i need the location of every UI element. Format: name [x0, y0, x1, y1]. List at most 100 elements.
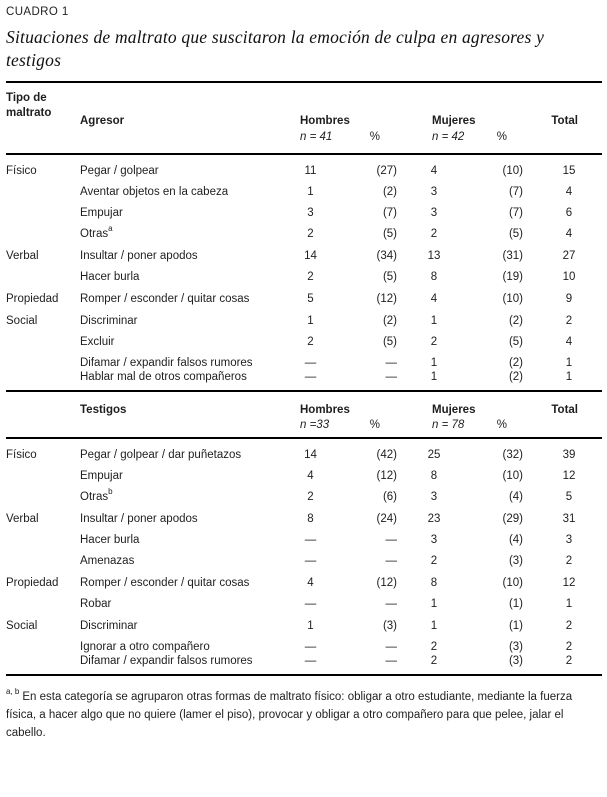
- table-row: Verbal Insultar / poner apodos 14 (34) 13 (31…: [6, 241, 602, 263]
- cell-mujeres-pct: (2): [508, 315, 523, 327]
- table-row: Hacer burla 2 (5) 8 (19) 10: [6, 263, 602, 284]
- cell-hombres-n: —: [304, 598, 317, 610]
- cell-mujeres-pct: (10): [502, 165, 523, 177]
- table-row: Ignorar a otro compañero — — 2 (3) 2: [6, 633, 602, 654]
- table-row: Otrasa 2 (5) 2 (5) 4: [6, 220, 602, 241]
- cell-mujeres-pct: (2): [508, 371, 523, 383]
- col-header-hombres: Hombres: [300, 115, 350, 127]
- table-row: Físico Pegar / golpear / dar puñetazos 14 (…: [6, 438, 602, 462]
- cell-hombres-pct: (7): [382, 207, 397, 219]
- agresor-body: Físico Pegar / golpear 11 (27) 4 (10) 15 Aventa…: [6, 154, 602, 391]
- cell-hombres-pct: —: [385, 534, 398, 546]
- cell-hombres-n: —: [304, 371, 317, 383]
- row-category-label: [6, 349, 80, 370]
- col-header-agresor: Agresor: [80, 115, 125, 127]
- cell-total: 2: [565, 555, 573, 567]
- cell-mujeres-pct: (10): [502, 470, 523, 482]
- cell-total: 1: [565, 357, 573, 369]
- row-item-label: Pegar / golpear / dar puñetazos: [80, 449, 242, 461]
- cell-mujeres-n: 25: [427, 449, 441, 461]
- cell-mujeres-n: 8: [430, 470, 438, 482]
- spacer-cell: [80, 416, 294, 438]
- table-row: Propiedad Romper / esconder / quitar cosa…: [6, 284, 602, 306]
- col-header-mujeres: Mujeres: [432, 404, 476, 416]
- row-item-label: Otrasa: [80, 224, 113, 240]
- table-row: Empujar 3 (7) 3 (7) 6: [6, 199, 602, 220]
- row-category-label: [6, 590, 80, 611]
- table-row: Verbal Insultar / poner apodos 8 (24) 23 (29)…: [6, 504, 602, 526]
- cell-hombres-pct: (34): [376, 250, 397, 262]
- col-header-n-hombres: n =33: [300, 419, 330, 431]
- cell-mujeres-pct: (4): [508, 491, 523, 503]
- row-item-label: Hacer burla: [80, 534, 140, 546]
- cell-total: 6: [565, 207, 573, 219]
- table-row: Hablar mal de otros compañeros — — 1 (2) 1: [6, 370, 602, 391]
- cell-hombres-pct: —: [385, 555, 398, 567]
- cell-mujeres-n: 8: [430, 577, 438, 589]
- cell-hombres-n: 2: [307, 271, 314, 283]
- cell-hombres-pct: —: [385, 357, 398, 369]
- spacer-cell: [536, 127, 602, 154]
- cell-mujeres-pct: (32): [502, 449, 523, 461]
- table-title: Situaciones de maltrato que suscitaron l…: [6, 27, 545, 70]
- cell-mujeres-pct: (4): [508, 534, 523, 546]
- cell-hombres-pct: —: [385, 598, 398, 610]
- cell-mujeres-pct: (7): [508, 207, 523, 219]
- col-header-hombres: Hombres: [300, 404, 350, 416]
- table-row: Empujar 4 (12) 8 (10) 12: [6, 462, 602, 483]
- row-category-label: Físico: [6, 165, 37, 177]
- row-category-label: Verbal: [6, 250, 39, 262]
- cell-mujeres-n: 1: [430, 620, 438, 632]
- cell-total: 4: [565, 186, 573, 198]
- cell-mujeres-n: 2: [430, 655, 438, 667]
- cell-hombres-n: 2: [307, 336, 314, 348]
- agresor-header: Tipo de maltrato Agresor Hombres Mujeres…: [6, 82, 602, 154]
- row-item-label: Empujar: [80, 470, 123, 482]
- row-category-label: [6, 328, 80, 349]
- testigos-header: Testigos Hombres Mujeres Total n =33 % n…: [6, 391, 602, 438]
- agresor-header-row-2: n = 41 % n = 42 %: [6, 127, 602, 154]
- row-item-label: Difamar / expandir falsos rumores: [80, 655, 253, 667]
- col-header-pct-mujeres: %: [496, 419, 507, 431]
- cell-mujeres-n: 1: [430, 357, 438, 369]
- cell-mujeres-pct: (31): [502, 250, 523, 262]
- row-item-label: Discriminar: [80, 620, 138, 632]
- row-category-label: Propiedad: [6, 293, 59, 305]
- cell-hombres-n: 14: [304, 449, 317, 461]
- footnote-ref: b: [108, 487, 113, 497]
- cell-mujeres-n: 1: [430, 598, 438, 610]
- row-item-label: Excluir: [80, 336, 115, 348]
- cell-total: 31: [562, 513, 576, 525]
- col-header-testigos: Testigos: [80, 404, 127, 416]
- table-kicker: CUADRO 1: [6, 6, 69, 18]
- col-header-pct-hombres: %: [369, 419, 380, 431]
- cuadro-1-table: Tipo de maltrato Agresor Hombres Mujeres…: [6, 81, 602, 676]
- spacer-cell: [536, 416, 602, 438]
- row-category-label: [6, 370, 80, 391]
- cell-hombres-n: 4: [307, 577, 314, 589]
- cell-hombres-pct: (27): [376, 165, 397, 177]
- table-row: Propiedad Romper / esconder / quitar cosa…: [6, 568, 602, 590]
- table-row: Amenazas — — 2 (3) 2: [6, 547, 602, 568]
- row-category-label: [6, 526, 80, 547]
- cell-hombres-n: 1: [307, 620, 314, 632]
- cell-hombres-pct: (5): [382, 336, 397, 348]
- row-item-label: Romper / esconder / quitar cosas: [80, 293, 250, 305]
- col-header-pct-mujeres: %: [496, 131, 507, 143]
- table-footnote: a, b En esta categoría se agruparon otras…: [6, 688, 602, 742]
- footnote-marker: a, b: [6, 687, 20, 697]
- cell-hombres-n: —: [304, 641, 317, 653]
- row-item-label: Hacer burla: [80, 271, 140, 283]
- cell-mujeres-n: 2: [430, 555, 438, 567]
- cell-hombres-pct: (42): [376, 449, 397, 461]
- cell-hombres-pct: —: [385, 655, 398, 667]
- footnote-text: En esta categoría se agruparon otras for…: [6, 691, 573, 739]
- row-item-label: Romper / esconder / quitar cosas: [80, 577, 250, 589]
- row-category-label: [6, 633, 80, 654]
- cell-hombres-pct: (3): [382, 620, 397, 632]
- row-item-label: Pegar / golpear: [80, 165, 159, 177]
- cell-hombres-n: 8: [307, 513, 314, 525]
- cell-hombres-pct: —: [385, 641, 398, 653]
- cell-mujeres-n: 2: [430, 641, 438, 653]
- table-row: Difamar / expandir falsos rumores — — 1 (2) 1: [6, 349, 602, 370]
